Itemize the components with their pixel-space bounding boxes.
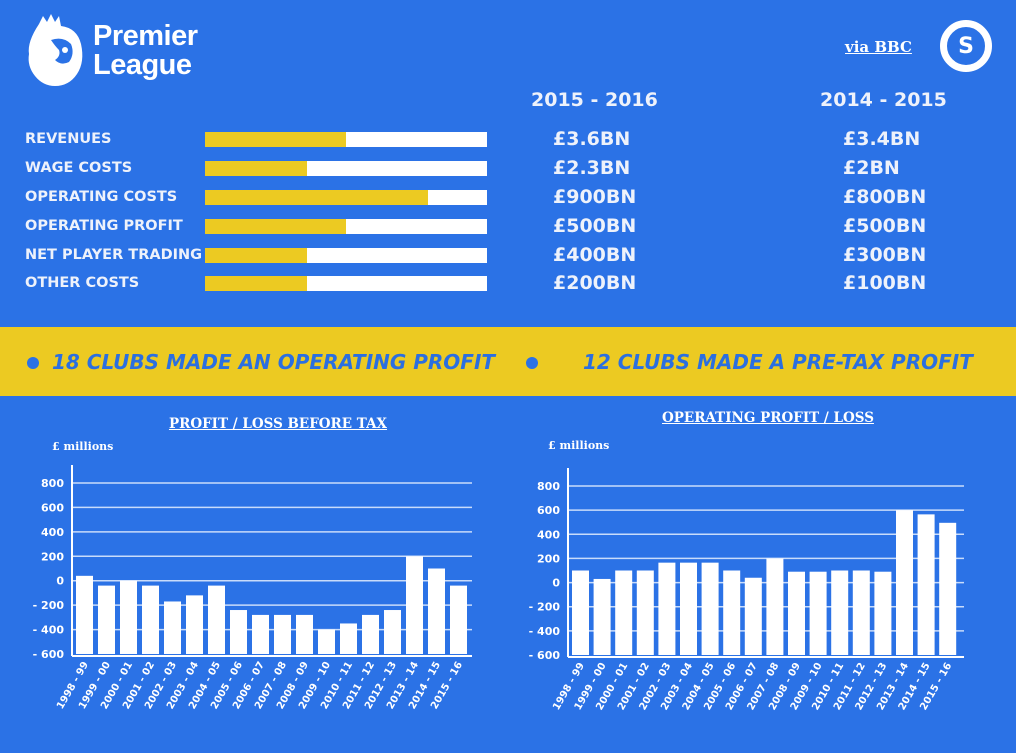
- value-2014-2015: £2BN: [843, 157, 900, 179]
- progress-bar: [205, 132, 487, 147]
- row-label: OPERATING COSTS: [25, 189, 178, 205]
- bar: [340, 623, 357, 654]
- column-header-2014-2015: 2014 - 2015: [820, 89, 947, 111]
- value-2015-2016: £3.6BN: [553, 128, 631, 150]
- source-link[interactable]: via BBC: [845, 38, 912, 56]
- bar: [120, 580, 137, 654]
- row-label: OTHER COSTS: [25, 275, 140, 291]
- progress-bar: [205, 248, 487, 263]
- value-2014-2015: £800BN: [843, 186, 927, 208]
- y-unit-right: £ millions: [548, 439, 610, 452]
- y-tick-label: - 400: [33, 624, 65, 637]
- bar: [186, 595, 203, 654]
- progress-bar: [205, 276, 487, 291]
- bar: [252, 614, 269, 654]
- bar: [76, 575, 93, 654]
- lion-icon: [28, 14, 83, 86]
- bar: [208, 585, 225, 654]
- bullet-icon: [526, 357, 538, 369]
- y-unit-left: £ millions: [52, 440, 114, 453]
- banner-text-left: 18 CLUBS MADE AN OPERATING PROFIT: [52, 350, 496, 374]
- value-2014-2015: £500BN: [843, 215, 927, 237]
- bar: [142, 585, 159, 654]
- bar: [406, 556, 423, 654]
- badge-letter: S: [958, 33, 974, 59]
- bar: [296, 614, 313, 654]
- y-tick-label: 200: [41, 550, 64, 563]
- y-tick-label: 400: [41, 526, 64, 539]
- progress-bar-fill: [205, 190, 428, 205]
- logo-line-2: League: [93, 49, 192, 81]
- chart-title-right: OPERATING PROFIT / LOSS: [662, 410, 874, 426]
- y-tick-label: 800: [41, 477, 64, 490]
- bar: [230, 610, 247, 654]
- bar: [450, 585, 467, 654]
- progress-bar-fill: [205, 248, 307, 263]
- bar: [98, 585, 115, 654]
- progress-bar: [205, 219, 487, 234]
- bar: [164, 601, 181, 654]
- progress-bar-fill: [205, 219, 346, 234]
- y-tick-label: 600: [41, 501, 64, 514]
- value-2014-2015: £3.4BN: [843, 128, 921, 150]
- value-2014-2015: £100BN: [843, 272, 927, 294]
- row-label: OPERATING PROFIT: [25, 218, 183, 234]
- row-label: WAGE COSTS: [25, 160, 133, 176]
- bullet-icon: [27, 357, 39, 369]
- row-label: REVENUES: [25, 131, 112, 147]
- bar: [384, 610, 401, 654]
- y-tick-label: - 600: [33, 648, 65, 661]
- progress-bar-fill: [205, 132, 346, 147]
- progress-bar-fill: [205, 276, 307, 291]
- banner-text-right: 12 CLUBS MADE A PRE-TAX PROFIT: [583, 350, 973, 374]
- value-2015-2016: £500BN: [553, 215, 637, 237]
- value-2014-2015: £300BN: [843, 244, 927, 266]
- premier-league-logo: Premier League: [25, 14, 205, 88]
- chart-title-left: PROFIT / LOSS BEFORE TAX: [168, 416, 388, 432]
- row-label: NET PLAYER TRADING: [25, 247, 203, 263]
- value-2015-2016: £2.3BN: [553, 157, 631, 179]
- value-2015-2016: £900BN: [553, 186, 637, 208]
- progress-bar-fill: [205, 161, 307, 176]
- logo-text: Premier League: [93, 22, 198, 80]
- y-tick-label: - 200: [33, 599, 65, 612]
- value-2015-2016: £400BN: [553, 244, 637, 266]
- bar: [318, 629, 335, 654]
- progress-bar: [205, 161, 487, 176]
- value-2015-2016: £200BN: [553, 272, 637, 294]
- logo-line-1: Premier: [93, 20, 198, 52]
- highlight-banner: [0, 327, 1016, 396]
- bar: [274, 614, 291, 654]
- column-header-2015-2016: 2015 - 2016: [531, 89, 658, 111]
- bar: [362, 614, 379, 654]
- y-tick-label: 0: [56, 575, 64, 588]
- s-badge-icon: S: [940, 20, 992, 72]
- progress-bar: [205, 190, 487, 205]
- bar: [428, 568, 445, 654]
